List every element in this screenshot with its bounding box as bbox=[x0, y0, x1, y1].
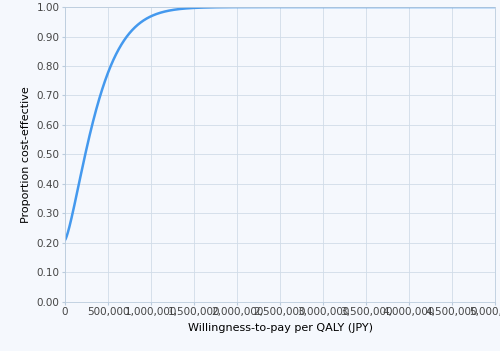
Y-axis label: Proportion cost-effective: Proportion cost-effective bbox=[21, 86, 31, 223]
X-axis label: Willingness-to-pay per QALY (JPY): Willingness-to-pay per QALY (JPY) bbox=[188, 323, 372, 333]
